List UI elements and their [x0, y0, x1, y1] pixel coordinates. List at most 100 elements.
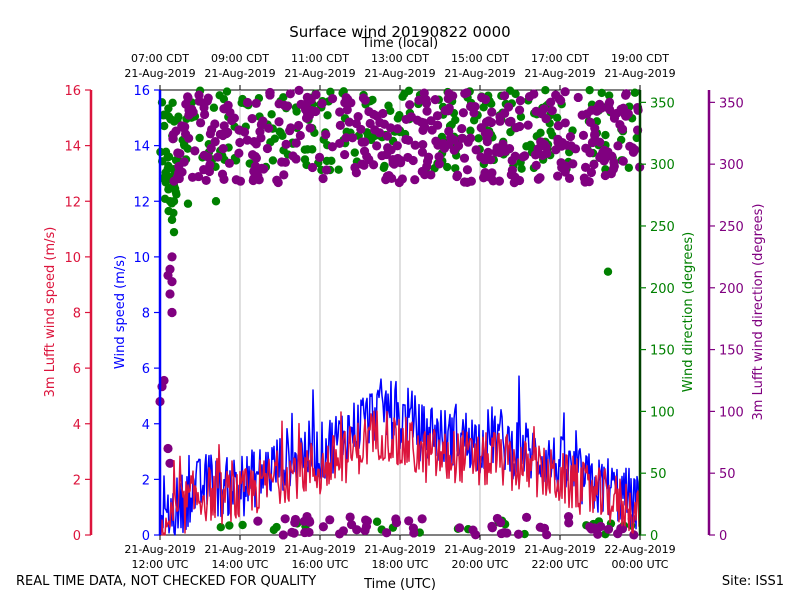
scatter-point	[405, 100, 415, 110]
y-tick-label: 4	[142, 418, 150, 433]
y-tick-label: 250	[650, 220, 675, 235]
scatter-point	[210, 119, 220, 129]
scatter-point	[234, 148, 244, 158]
scatter-point	[577, 110, 587, 120]
scatter-point	[507, 155, 517, 166]
scatter-point	[304, 527, 314, 537]
scatter-point	[393, 114, 403, 123]
scatter-point	[443, 106, 453, 116]
scatter-point	[481, 154, 491, 165]
scatter-point	[209, 103, 219, 112]
scatter-point	[251, 98, 261, 108]
scatter-point	[553, 121, 564, 131]
scatter-point	[327, 142, 338, 152]
scatter-point	[334, 165, 343, 174]
scatter-point	[347, 133, 358, 143]
y-tick-label: 16	[133, 84, 150, 99]
scatter-point	[597, 88, 606, 98]
scatter-point	[601, 130, 610, 140]
scatter-point	[254, 164, 264, 174]
scatter-point	[603, 524, 614, 534]
scatter-point	[195, 133, 204, 143]
scatter-point	[256, 133, 266, 143]
x-tick-label: 21-Aug-2019	[524, 543, 595, 556]
scatter-point	[218, 130, 228, 141]
scatter-point	[565, 132, 576, 142]
scatter-point	[199, 102, 209, 113]
y-tick-label: 350	[719, 96, 744, 111]
scatter-point	[216, 523, 225, 532]
scatter-point	[403, 135, 414, 145]
scatter-point	[542, 530, 552, 540]
scatter-point	[168, 129, 178, 140]
scatter-point	[218, 144, 228, 154]
scatter-point	[617, 124, 628, 134]
scatter-point	[159, 375, 169, 386]
y-tick-label: 6	[73, 362, 81, 377]
scatter-point	[161, 147, 171, 157]
y-tick-label: 0	[719, 529, 727, 544]
scatter-point	[291, 138, 301, 148]
scatter-point	[541, 142, 551, 152]
scatter-point	[325, 515, 335, 525]
scatter-point	[213, 152, 223, 162]
scatter-point	[471, 145, 481, 155]
scatter-point	[386, 106, 395, 115]
scatter-point	[580, 177, 590, 187]
scatter-point	[335, 120, 345, 130]
scatter-point	[159, 121, 169, 131]
scatter-point	[224, 158, 235, 168]
scatter-point	[335, 107, 345, 117]
scatter-point	[513, 529, 524, 539]
scatter-point	[177, 121, 187, 131]
scatter-point	[362, 151, 372, 162]
x-tick-label: 21-Aug-2019	[524, 67, 595, 80]
left-outer-axis-label: 3m Lufft wind speed (m/s)	[43, 227, 58, 398]
scatter-point	[434, 152, 444, 162]
scatter-point	[578, 130, 589, 141]
scatter-point	[404, 516, 414, 526]
scatter-point	[596, 521, 606, 532]
scatter-point	[164, 104, 173, 113]
scatter-point	[165, 197, 175, 206]
scatter-point	[163, 172, 173, 181]
scatter-point	[459, 153, 470, 163]
scatter-point	[406, 112, 416, 122]
scatter-point	[477, 92, 487, 103]
scatter-point	[587, 137, 598, 148]
scatter-point	[287, 527, 297, 537]
scatter-point	[219, 121, 229, 131]
scatter-point	[235, 137, 245, 148]
left-outer-ticks: 0 2 4 6 8 10 12 14 16	[64, 84, 91, 544]
scatter-point	[321, 165, 332, 175]
scatter-point	[434, 159, 444, 169]
scatter-point	[546, 97, 556, 107]
scatter-point	[495, 112, 505, 122]
scatter-point	[447, 120, 456, 129]
scatter-point	[370, 125, 380, 135]
scatter-point	[457, 123, 467, 134]
scatter-point	[223, 100, 233, 110]
scatter-point	[183, 92, 193, 102]
scatter-point	[386, 145, 396, 155]
x-tick-label: 00:00 UTC	[611, 558, 668, 571]
lufft-speed-series	[159, 410, 641, 536]
scatter-point	[620, 90, 631, 100]
y-tick-label: 250	[719, 220, 744, 235]
scatter-point	[455, 523, 465, 533]
scatter-point	[404, 86, 414, 95]
scatter-point	[388, 155, 398, 165]
x-tick-label: 09:00 CDT	[211, 52, 269, 65]
scatter-point	[420, 170, 430, 180]
y-tick-label: 350	[650, 96, 675, 111]
scatter-point	[524, 92, 535, 102]
scatter-point	[482, 133, 492, 143]
scatter-point	[334, 138, 345, 149]
scatter-point	[365, 118, 375, 129]
scatter-point	[196, 118, 206, 128]
x-tick-label: 16:00 UTC	[291, 558, 348, 571]
scatter-point	[585, 85, 594, 95]
y-tick-label: 10	[64, 251, 81, 266]
bottom-axis-label: Time (UTC)	[363, 577, 436, 592]
scatter-point	[590, 129, 600, 139]
